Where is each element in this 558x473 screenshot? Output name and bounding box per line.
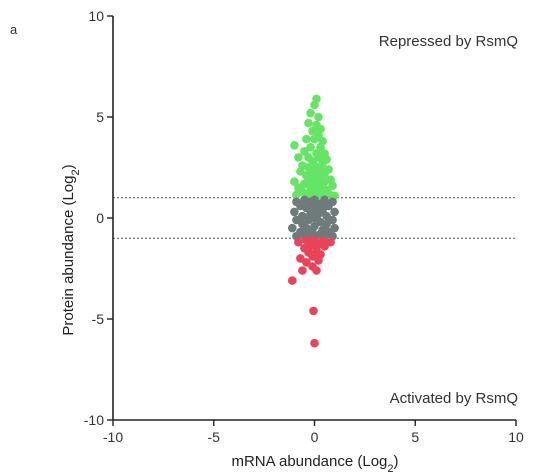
panel-label: a bbox=[10, 22, 18, 37]
x-tick-label: 10 bbox=[508, 429, 524, 445]
repressed-point bbox=[320, 169, 329, 178]
axes: 10 5 0 -5 -10-10 -5 0 5 10 bbox=[84, 8, 524, 445]
x-tick-label: -5 bbox=[208, 429, 221, 445]
repressed-point bbox=[300, 147, 309, 156]
unchanged-point bbox=[328, 215, 337, 225]
repressed-point bbox=[302, 134, 311, 144]
activated-point bbox=[326, 237, 335, 247]
repressed-point bbox=[304, 118, 313, 128]
repressed-point bbox=[290, 177, 299, 186]
x-tick-label: 0 bbox=[311, 429, 319, 445]
x-axis-title: mRNA abundance (Log2) bbox=[231, 453, 398, 473]
repressed-point bbox=[306, 108, 315, 118]
repressed-point bbox=[306, 143, 315, 152]
repressed-point bbox=[292, 190, 301, 200]
activated-point bbox=[320, 242, 329, 251]
repressed-point bbox=[310, 100, 319, 110]
unchanged-point bbox=[306, 197, 315, 207]
activated-point bbox=[302, 258, 311, 267]
y-tick-label: -10 bbox=[84, 412, 104, 428]
unchanged-point bbox=[310, 203, 319, 213]
activated-point bbox=[298, 266, 307, 275]
activated-point bbox=[309, 306, 318, 316]
data-points bbox=[288, 94, 339, 348]
repressed-point bbox=[310, 177, 319, 186]
y-tick-label: 5 bbox=[96, 109, 104, 125]
unchanged-point bbox=[288, 223, 297, 233]
repressed-point bbox=[308, 126, 317, 136]
x-tick-label: 5 bbox=[411, 429, 419, 445]
unchanged-point bbox=[290, 207, 299, 217]
y-axis-title: Protein abundance (Log2) bbox=[60, 164, 82, 335]
activated-point bbox=[310, 338, 319, 348]
annotation-repressed: Repressed by RsmQ bbox=[379, 33, 518, 50]
repressed-point bbox=[296, 167, 305, 176]
repressed-point bbox=[314, 112, 323, 122]
x-tick-label: -10 bbox=[103, 429, 123, 445]
activated-point bbox=[314, 256, 323, 265]
activated-point bbox=[288, 276, 297, 285]
activated-point bbox=[294, 237, 303, 247]
repressed-point bbox=[310, 134, 319, 144]
unchanged-point bbox=[304, 215, 313, 225]
repressed-point bbox=[294, 153, 303, 162]
y-tick-label: 10 bbox=[88, 8, 104, 24]
activated-point bbox=[312, 266, 321, 275]
repressed-point bbox=[316, 143, 325, 152]
repressed-point bbox=[290, 141, 299, 150]
unchanged-point bbox=[302, 203, 311, 213]
annotation-activated: Activated by RsmQ bbox=[390, 390, 518, 407]
y-tick-label: -5 bbox=[92, 311, 105, 327]
unchanged-point bbox=[330, 207, 339, 217]
y-tick-label: 0 bbox=[96, 210, 104, 226]
unchanged-point bbox=[292, 215, 301, 225]
